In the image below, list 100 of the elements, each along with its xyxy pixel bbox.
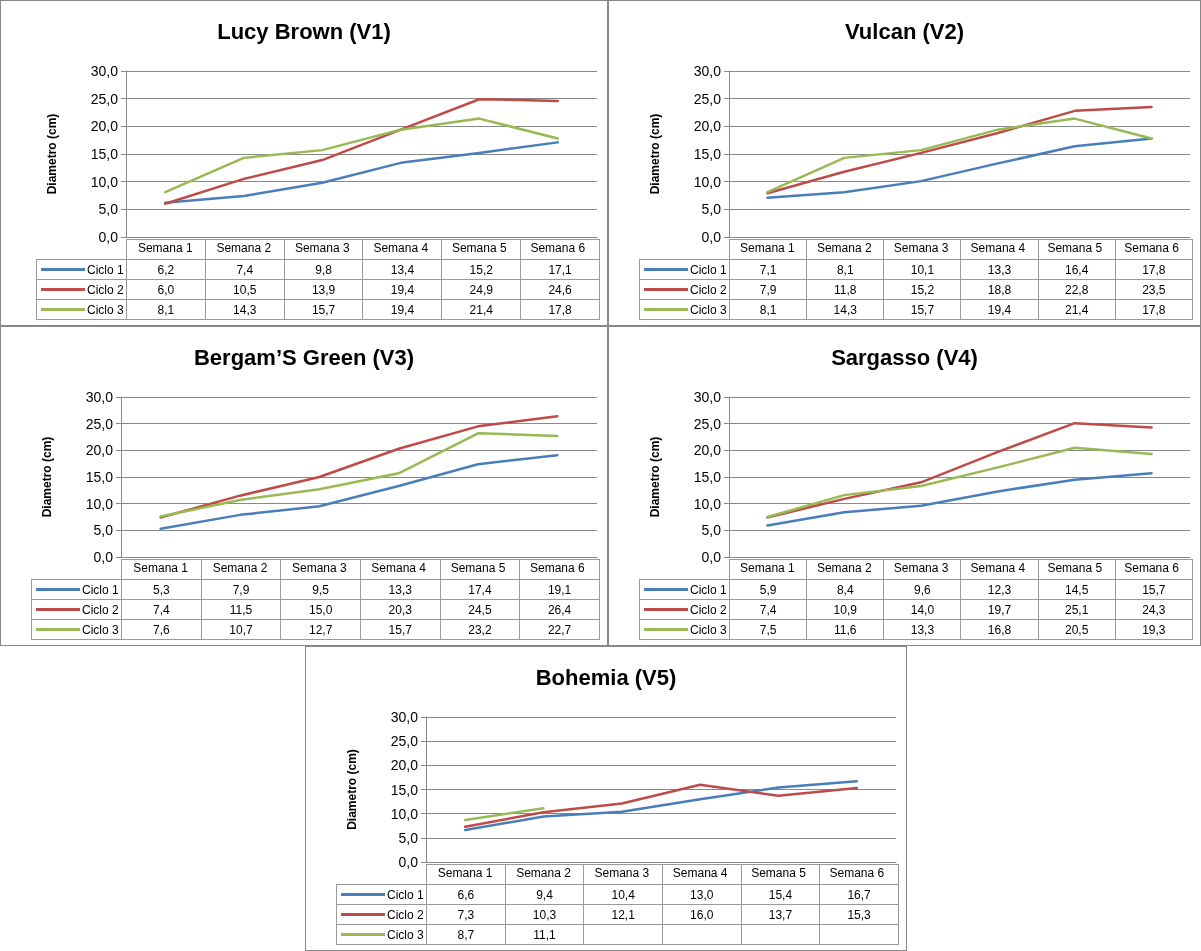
data-label: 15,7 [360, 619, 441, 640]
data-label: 16,4 [1038, 259, 1116, 280]
line-series [164, 117, 559, 194]
line-series [164, 141, 559, 204]
data-label: 15,7 [284, 299, 363, 320]
data-label: 10,4 [583, 884, 663, 905]
x-tick-label: Semana 1 [740, 241, 796, 255]
legend-label: Ciclo 2 [690, 602, 727, 617]
legend-label: Ciclo 3 [690, 622, 727, 637]
x-tick-label: Semana 6 [1124, 561, 1180, 575]
data-label: 13,3 [883, 619, 961, 640]
data-label: 13,9 [284, 279, 363, 300]
data-label: 8,1 [126, 299, 206, 320]
data-label: 11,1 [505, 924, 584, 945]
line-series [159, 432, 559, 518]
x-tick-label: Semana 2 [816, 561, 872, 575]
data-label: 15,0 [280, 599, 361, 620]
data-label: 12,1 [583, 904, 663, 925]
y-tick-label: 5,0 [701, 522, 722, 539]
x-tick-label: Semana 5 [1047, 241, 1103, 255]
x-tick-label: Semana 6 [829, 866, 885, 880]
y-tick-label: 25,0 [90, 90, 119, 107]
x-tick-label: Semana 4 [672, 866, 728, 880]
data-label: 5,9 [729, 579, 807, 600]
data-label: 17,8 [1115, 299, 1193, 320]
y-tick-label: 25,0 [693, 90, 722, 107]
data-label: 13,3 [360, 579, 441, 600]
data-label: 11,5 [201, 599, 281, 620]
data-label: 7,1 [729, 259, 807, 280]
data-label: 22,7 [519, 619, 600, 640]
data-label: 7,4 [205, 259, 285, 280]
data-label: 17,8 [520, 299, 600, 320]
y-tick-label: 15,0 [90, 146, 119, 162]
x-tick-label: Semana 5 [450, 561, 506, 575]
legend-label: Ciclo 2 [387, 907, 424, 922]
x-tick-label: Semana 3 [291, 561, 348, 575]
line-series [159, 414, 559, 519]
y-tick-label: 30,0 [85, 389, 114, 405]
y-tick-label: 0,0 [701, 229, 722, 245]
data-label: 7,5 [729, 619, 807, 640]
y-axis-title: Diametro (cm) [45, 113, 59, 195]
data-label: 24,6 [520, 279, 600, 300]
y-tick-label: 15,0 [693, 469, 722, 485]
legend-label: Ciclo 1 [82, 582, 119, 597]
data-label: 9,4 [505, 884, 584, 905]
data-label: 15,7 [883, 299, 961, 320]
data-label: 8,1 [806, 259, 884, 280]
data-label: 17,4 [440, 579, 520, 600]
x-tick-label: Semana 5 [451, 241, 507, 255]
x-tick-label: Semana 4 [371, 561, 427, 575]
line-series [159, 453, 559, 530]
data-label: 14,3 [205, 299, 285, 320]
chart-title: Lucy Brown (V1) [217, 18, 391, 44]
data-label: 7,4 [121, 599, 202, 620]
data-label: 12,3 [960, 579, 1039, 600]
legend-label: Ciclo 2 [82, 602, 119, 617]
data-label: 21,4 [441, 299, 521, 320]
y-tick-label: 10,0 [90, 173, 119, 190]
data-label: 11,6 [806, 619, 884, 640]
legend-label: Ciclo 2 [690, 282, 727, 297]
y-tick-label: 30,0 [693, 63, 722, 79]
data-label: 8,1 [729, 299, 807, 320]
y-tick-label: 0,0 [93, 549, 114, 565]
x-tick-label: Semana 3 [594, 866, 650, 880]
legend-label: Ciclo 1 [690, 582, 727, 597]
y-tick-label: 5,0 [701, 201, 722, 218]
data-label: 20,3 [360, 599, 441, 620]
y-tick-label: 0,0 [701, 549, 722, 565]
y-tick-label: 30,0 [390, 709, 419, 725]
data-label: 9,5 [280, 579, 361, 600]
data-label: 7,9 [201, 579, 281, 600]
line-series [164, 97, 559, 206]
data-label: 26,4 [519, 599, 600, 620]
y-tick-label: 20,0 [390, 757, 419, 774]
data-label: 15,3 [819, 904, 899, 925]
x-tick-label: Semana 4 [970, 241, 1026, 255]
data-label: 24,9 [441, 279, 521, 300]
data-label: 19,4 [362, 299, 442, 320]
data-label: 12,7 [280, 619, 361, 640]
y-axis-title: Diametro (cm) [40, 436, 54, 518]
y-tick-label: 25,0 [85, 415, 114, 432]
data-label: 7,3 [426, 904, 506, 925]
chart-title: Sargasso (V4) [831, 344, 978, 370]
y-axis-title: Diametro (cm) [648, 113, 662, 195]
data-label: 24,3 [1115, 599, 1193, 620]
x-tick-label: Semana 6 [530, 241, 586, 255]
data-label: 7,6 [121, 619, 202, 640]
data-label: 5,3 [121, 579, 202, 600]
legend-label: Ciclo 3 [690, 302, 727, 317]
data-label: 10,3 [505, 904, 584, 925]
x-tick-label: Semana 1 [740, 561, 796, 575]
data-label: 16,8 [960, 619, 1039, 640]
y-tick-label: 20,0 [693, 118, 722, 135]
data-label: 14,5 [1038, 579, 1116, 600]
y-axis-title: Diametro (cm) [648, 436, 662, 518]
y-tick-label: 5,0 [398, 829, 419, 846]
y-tick-label: 10,0 [390, 805, 419, 822]
data-label: 15,2 [441, 259, 521, 280]
x-tick-label: Semana 6 [529, 561, 586, 575]
data-label: 6,6 [426, 884, 506, 905]
